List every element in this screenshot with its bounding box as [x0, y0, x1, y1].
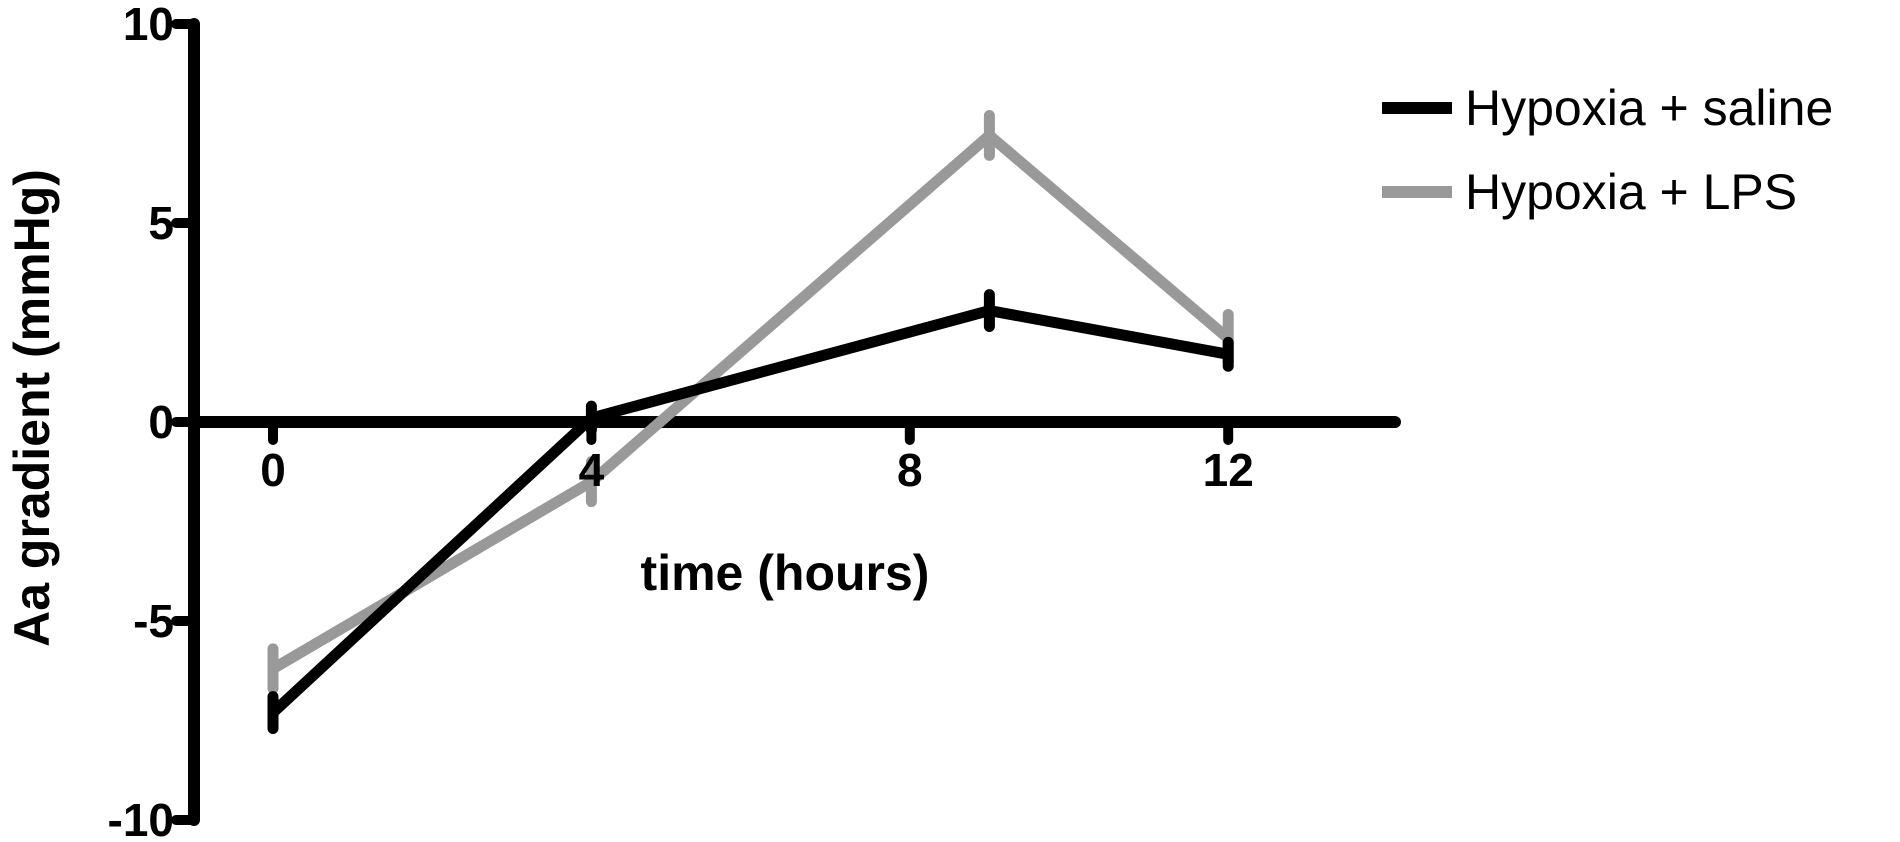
y-tick-label: -5 [133, 595, 174, 647]
series-hypoxia-saline [267, 289, 1234, 734]
x-tick-label: 0 [260, 444, 286, 496]
legend: Hypoxia + saline Hypoxia + LPS [1382, 80, 1833, 220]
y-axis-title: Aa gradient (mmHg) [4, 169, 60, 647]
series-layer [267, 110, 1234, 734]
legend-item: Hypoxia + saline [1382, 80, 1833, 136]
legend-item: Hypoxia + LPS [1382, 164, 1797, 220]
x-axis-title: time (hours) [641, 545, 930, 601]
labels-layer: time (hours) Aa gradient (mmHg) -10 -5 0 5 1… [4, 0, 1254, 842]
series-line [269, 305, 1230, 717]
legend-label: Hypoxia + LPS [1465, 164, 1797, 220]
y-tick-label: 0 [148, 396, 174, 448]
x-tick-label: 4 [579, 444, 605, 496]
x-tick-label: 8 [897, 444, 923, 496]
y-tick-label: 10 [123, 0, 174, 50]
y-tick-label: 5 [148, 197, 174, 249]
legend-label: Hypoxia + saline [1465, 80, 1833, 136]
x-tick-label: 12 [1203, 444, 1254, 496]
y-tick-label: -10 [108, 794, 174, 842]
series-line [270, 129, 1232, 674]
series-hypoxia-lps [267, 110, 1234, 695]
axes-layer [171, 18, 1401, 826]
